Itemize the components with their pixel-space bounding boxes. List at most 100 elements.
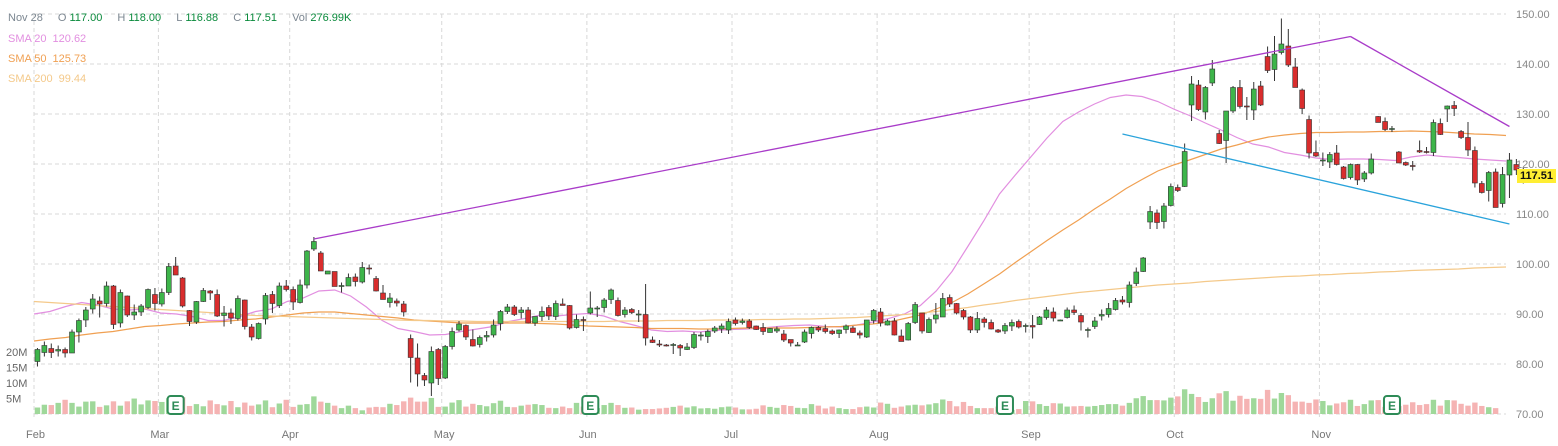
y-tick-label: 80.00: [1516, 359, 1544, 371]
candle-up: [345, 277, 352, 287]
legend-sma20-label: SMA 20: [8, 33, 47, 45]
legend-sma20[interactable]: SMA 20 120.62: [8, 33, 86, 45]
volume-bar: [463, 406, 469, 414]
volume-bar: [649, 409, 656, 414]
candle-down: [1313, 152, 1319, 157]
volume-bar: [1292, 401, 1298, 414]
candle-up: [594, 307, 601, 310]
trend-lines[interactable]: [313, 35, 1510, 240]
ohlc-readout: Nov 28 O 117.00 H 118.00 L 116.88 C 117.51 V…: [8, 12, 363, 24]
candle-up: [1105, 308, 1112, 315]
volume-bar: [781, 405, 787, 414]
volume-tick-label: 5M: [6, 394, 21, 406]
earnings-icon[interactable]: E: [166, 395, 185, 415]
volume-bar: [1278, 392, 1285, 414]
volume-bar: [1486, 407, 1492, 414]
volume-tick-label: 10M: [6, 378, 27, 390]
volume-bar: [1161, 400, 1167, 414]
candlesticks: [34, 18, 1533, 396]
volume-bar: [642, 409, 649, 414]
sma-line: [33, 266, 1507, 323]
candle-up: [200, 290, 207, 302]
volume-bar: [573, 402, 580, 414]
candle-up: [449, 331, 455, 347]
candle-down: [1492, 171, 1499, 208]
earnings-icon-letter: E: [586, 399, 594, 413]
candle-down: [62, 349, 68, 354]
candle-down: [781, 333, 787, 341]
upper-desc-line[interactable]: [1350, 35, 1510, 128]
candle-up: [276, 285, 283, 306]
candle-down: [953, 303, 960, 314]
x-tick-label: Oct: [1166, 429, 1183, 441]
upper-trend-line[interactable]: [313, 35, 1351, 240]
volume-bar: [387, 403, 393, 414]
volume-bar: [746, 409, 752, 414]
candle-down: [1050, 311, 1057, 319]
volume-bar: [428, 397, 435, 414]
candle-up: [55, 349, 61, 352]
volume-bar: [1230, 400, 1236, 414]
volume-bar: [394, 405, 400, 414]
volume-bar: [1430, 399, 1437, 414]
volume-bar: [656, 408, 663, 414]
volume-bar: [898, 406, 905, 414]
candle-up: [145, 289, 151, 308]
volume-bar: [235, 407, 241, 414]
candle-up: [670, 344, 677, 346]
volume-bar: [698, 408, 704, 414]
candle-down: [1333, 152, 1340, 165]
candle-up: [698, 334, 704, 337]
volume-bar: [601, 405, 607, 414]
earnings-icon[interactable]: E: [581, 395, 600, 415]
candle-down: [331, 271, 338, 287]
volume-bar: [1237, 395, 1243, 414]
earnings-icon-frame: [581, 395, 600, 415]
candle-up: [359, 267, 366, 283]
legend-sma200[interactable]: SMA 200 99.44: [8, 73, 86, 85]
volume-bar: [504, 406, 511, 414]
last-price-tag: 117.51: [1516, 169, 1556, 183]
volume-bar: [1285, 395, 1292, 414]
volume-bar: [1347, 399, 1354, 414]
x-tick-label: Sep: [1021, 429, 1041, 441]
candle-down: [1292, 66, 1299, 88]
candle-down: [1285, 45, 1292, 66]
volume-bar: [891, 407, 898, 414]
candle-up: [103, 285, 110, 304]
volume-bar: [1416, 405, 1423, 414]
candle-down: [829, 330, 835, 334]
sma-line: [33, 130, 1507, 342]
volume-bar: [366, 407, 372, 414]
candle-down: [649, 339, 656, 343]
candle-up: [428, 351, 435, 384]
volume-bar: [539, 405, 545, 414]
earnings-icon[interactable]: E: [1382, 395, 1401, 415]
earnings-icon[interactable]: E: [995, 395, 1014, 415]
volume-bar: [297, 404, 303, 414]
candle-up: [1022, 325, 1029, 327]
candle-up: [1188, 83, 1195, 106]
x-tick-label: Nov: [1311, 429, 1331, 441]
candle-down: [1174, 187, 1181, 191]
volume-bar: [1105, 404, 1112, 414]
candle-up: [573, 319, 580, 328]
volume-bar: [808, 404, 815, 414]
candle-up: [490, 324, 497, 336]
lower-trend-line[interactable]: [1122, 133, 1510, 225]
candle-down: [946, 297, 953, 305]
volume-bar: [325, 402, 331, 414]
candle-up: [926, 319, 932, 333]
volume-bar: [1071, 406, 1077, 414]
volume-bar: [718, 407, 725, 414]
candle-up: [442, 346, 448, 379]
candle-up: [1444, 105, 1451, 110]
volume-bar: [200, 406, 207, 414]
candle-up: [1112, 300, 1119, 310]
candle-up: [324, 270, 331, 275]
volume-bar: [988, 408, 994, 414]
volume-bar: [62, 399, 68, 414]
legend-sma50[interactable]: SMA 50 125.73: [8, 53, 86, 65]
volume-bar: [1327, 405, 1333, 414]
